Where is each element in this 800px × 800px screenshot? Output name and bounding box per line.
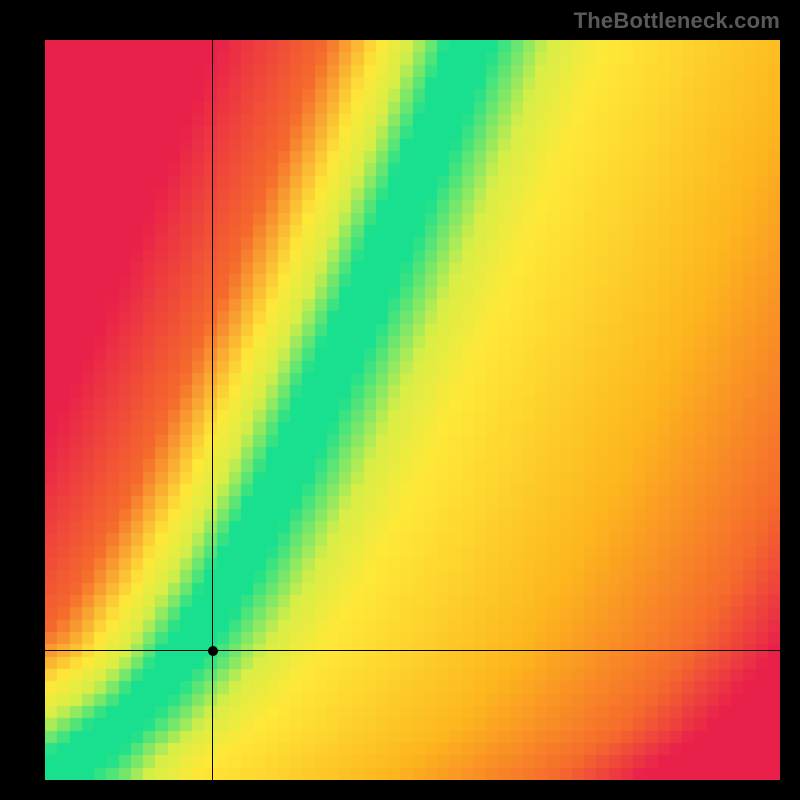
watermark-text: TheBottleneck.com xyxy=(574,8,780,34)
heatmap-canvas xyxy=(45,40,780,780)
crosshair-vertical xyxy=(212,40,213,780)
chart-container: TheBottleneck.com xyxy=(0,0,800,800)
frame-bottom xyxy=(0,780,800,800)
frame-right xyxy=(780,0,800,800)
crosshair-marker xyxy=(208,646,218,656)
crosshair-horizontal xyxy=(45,650,780,651)
frame-left xyxy=(0,0,45,800)
